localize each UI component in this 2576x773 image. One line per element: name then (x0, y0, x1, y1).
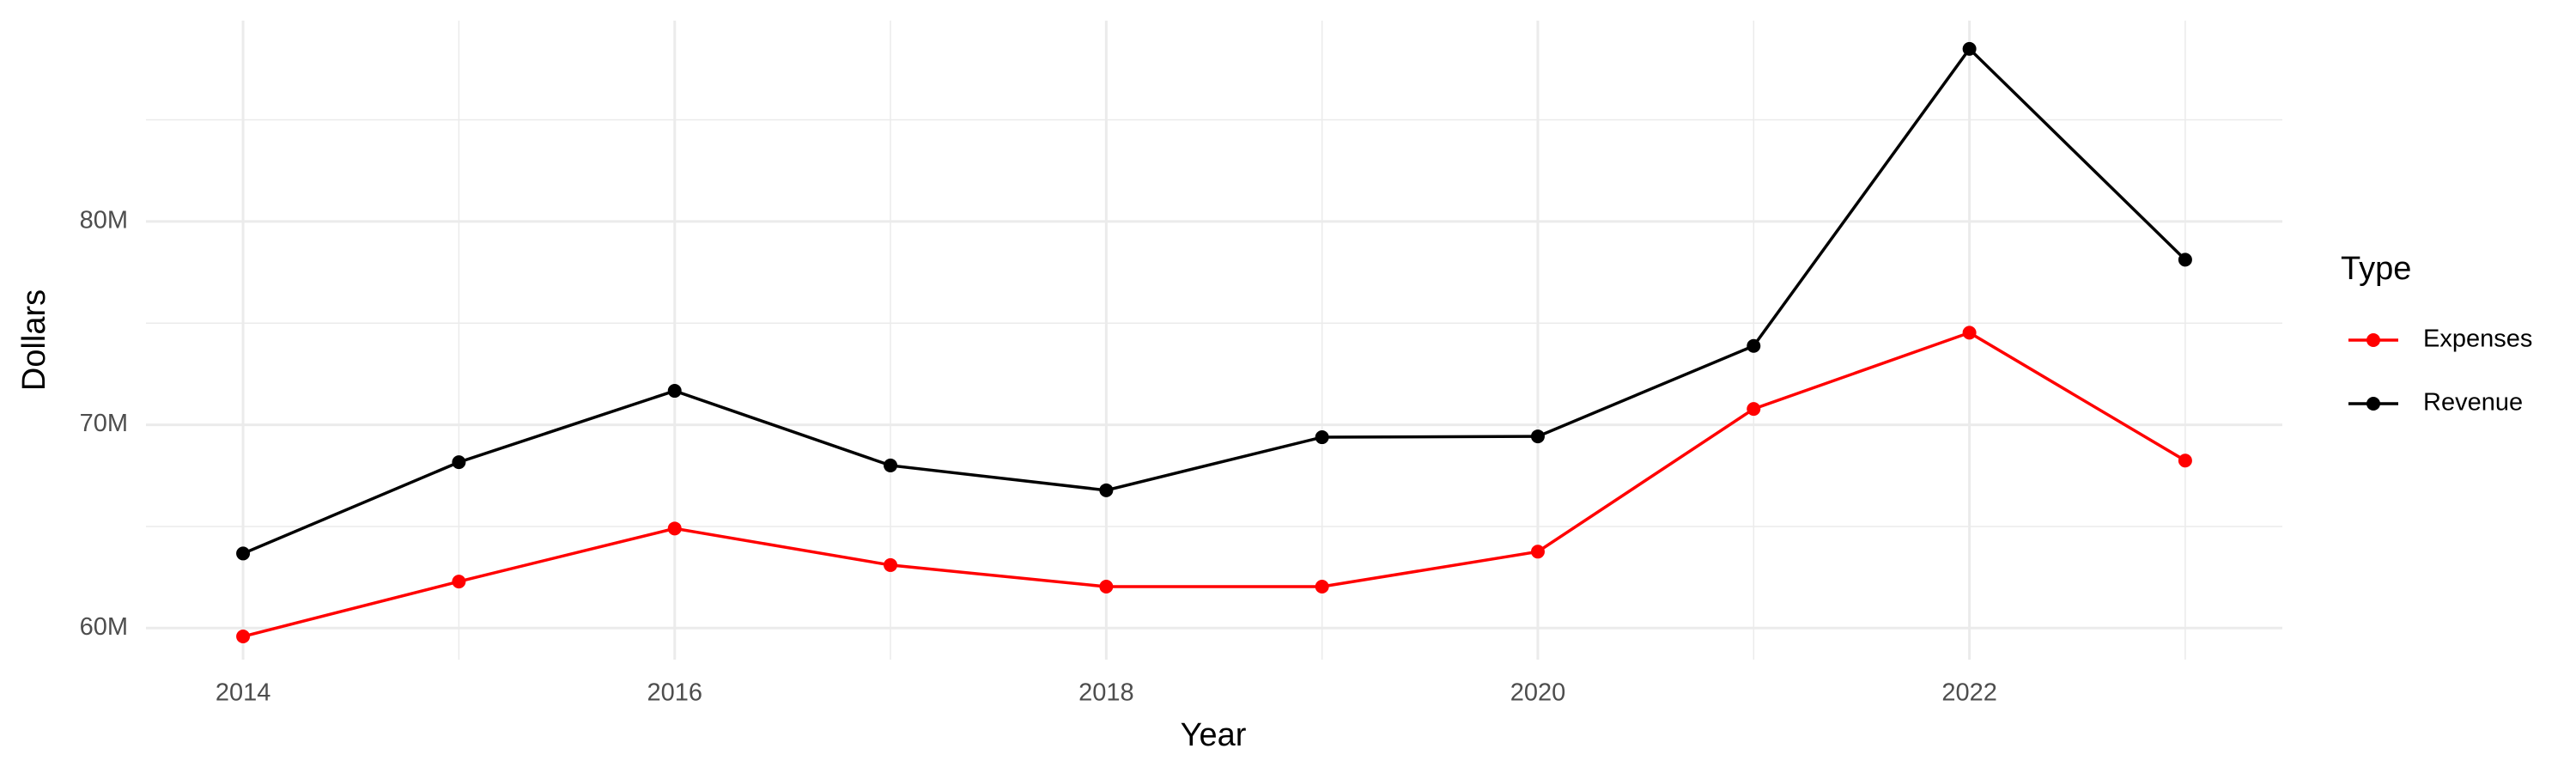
data-point (1530, 429, 1545, 444)
data-point (452, 575, 466, 589)
x-tick-label: 2022 (1941, 679, 1997, 707)
legend-label: Revenue (2423, 389, 2523, 417)
data-point (452, 455, 466, 470)
data-point (1962, 326, 1977, 340)
data-point (1315, 430, 1329, 445)
y-tick-label: 60M (80, 613, 128, 641)
y-axis-title: Dollars (16, 289, 52, 391)
data-point (236, 630, 251, 644)
x-tick-label: 2016 (647, 679, 702, 707)
data-point (1747, 402, 1761, 417)
series-line (242, 331, 2186, 638)
series-line (242, 46, 2187, 556)
data-point (1099, 580, 1114, 594)
x-axis-title: Year (1181, 717, 1247, 753)
data-point (884, 458, 898, 472)
data-point (667, 521, 682, 536)
data-point (2178, 253, 2192, 267)
y-tick-label: 70M (80, 410, 128, 437)
data-point (1747, 338, 1761, 353)
data-point (236, 546, 251, 561)
legend-title: Type (2341, 251, 2411, 287)
data-point (1099, 483, 1114, 497)
legend-key-point (2366, 333, 2380, 347)
x-tick-label: 2018 (1078, 679, 1134, 707)
data-point (667, 384, 682, 399)
data-point (2178, 453, 2192, 468)
data-point (1530, 545, 1545, 559)
legend-label: Expenses (2423, 326, 2532, 353)
x-tick-label: 2014 (216, 679, 271, 707)
data-point (1315, 580, 1329, 594)
x-tick-label: 2020 (1510, 679, 1566, 707)
data-point (884, 557, 898, 572)
legend-key-point (2366, 397, 2380, 411)
y-tick-label: 80M (80, 207, 128, 234)
grid (146, 21, 2282, 660)
data-point (1962, 41, 1977, 56)
